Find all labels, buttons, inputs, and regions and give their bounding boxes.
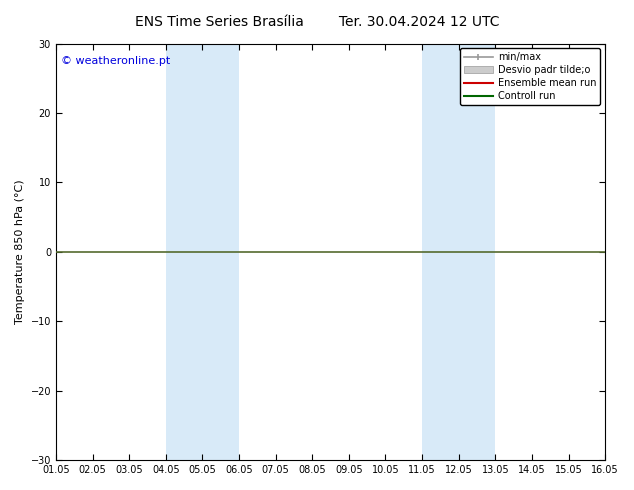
Text: © weatheronline.pt: © weatheronline.pt bbox=[61, 56, 171, 66]
Y-axis label: Temperature 850 hPa (°C): Temperature 850 hPa (°C) bbox=[15, 179, 25, 324]
Bar bbox=[165, 44, 239, 460]
Text: ENS Time Series Brasília        Ter. 30.04.2024 12 UTC: ENS Time Series Brasília Ter. 30.04.2024… bbox=[135, 15, 499, 29]
Bar bbox=[422, 44, 495, 460]
Legend: min/max, Desvio padr tilde;o, Ensemble mean run, Controll run: min/max, Desvio padr tilde;o, Ensemble m… bbox=[460, 49, 600, 105]
